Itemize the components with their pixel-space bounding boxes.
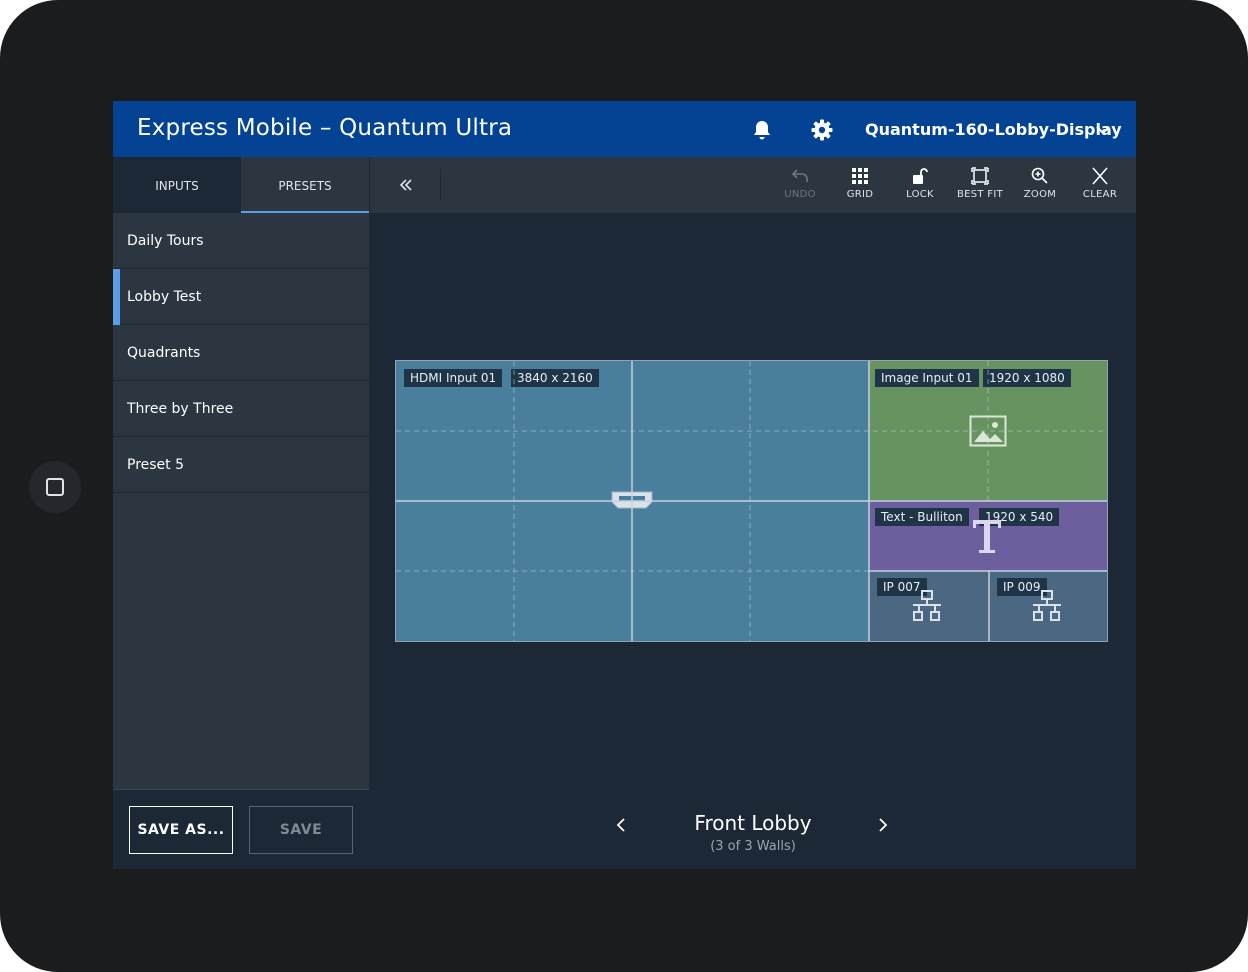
- image-icon: [969, 415, 1007, 447]
- toolbar: UNDO GRID LOCK: [370, 157, 1136, 213]
- save-as-button[interactable]: SAVE AS...: [129, 806, 233, 854]
- app-header: Express Mobile – Quantum Ultra Quantum-1…: [113, 101, 1136, 157]
- window-hdmi-input[interactable]: HDMI Input 01 3840 x 2160: [396, 361, 869, 641]
- preset-item-preset-5[interactable]: Preset 5: [113, 437, 369, 493]
- undo-icon: [791, 169, 808, 182]
- tab-presets[interactable]: PRESETS: [241, 157, 369, 213]
- window-resolution-label: 3840 x 2160: [511, 369, 599, 387]
- lock-icon: [913, 168, 928, 184]
- preset-list: Daily Tours Lobby Test Quadrants Three b…: [113, 213, 369, 493]
- save-button[interactable]: SAVE: [249, 806, 353, 854]
- wall-navigator: Front Lobby (3 of 3 Walls): [370, 801, 1136, 869]
- undo-label: UNDO: [784, 189, 816, 200]
- network-icon: [913, 590, 941, 621]
- window-name-label: Image Input 01: [875, 369, 979, 387]
- chevron-right-icon[interactable]: [876, 817, 890, 833]
- network-icon: [1033, 590, 1061, 621]
- window-ip-007[interactable]: IP 007: [869, 571, 989, 641]
- preset-item-daily-tours[interactable]: Daily Tours: [113, 213, 369, 269]
- display-selector[interactable]: Quantum-160-Lobby-Display: [865, 120, 1122, 139]
- undo-button[interactable]: UNDO: [770, 167, 830, 207]
- wall-count: (3 of 3 Walls): [710, 839, 796, 854]
- wall-name: Front Lobby: [694, 811, 812, 835]
- video-wall-canvas[interactable]: HDMI Input 01 3840 x 2160 Image Input 01…: [395, 360, 1108, 642]
- window-resolution-label: 1920 x 1080: [983, 369, 1071, 387]
- best-fit-icon: [971, 167, 989, 185]
- text-icon: [973, 520, 1001, 553]
- grid-label: GRID: [846, 189, 874, 200]
- bell-icon[interactable]: [751, 119, 773, 141]
- tab-inputs[interactable]: INPUTS: [155, 179, 199, 193]
- gear-icon[interactable]: [811, 119, 833, 141]
- preset-item-three-by-three[interactable]: Three by Three: [113, 381, 369, 437]
- sidebar: INPUTS PRESETS Daily Tours Lobby Test Qu…: [113, 157, 369, 869]
- grid-button[interactable]: GRID: [830, 167, 890, 207]
- preset-item-lobby-test[interactable]: Lobby Test: [113, 269, 369, 325]
- window-name-label: IP 007: [877, 578, 927, 596]
- chevron-down-icon[interactable]: [1095, 124, 1111, 136]
- window-ip-009[interactable]: IP 009: [989, 571, 1107, 641]
- window-text-bulliton[interactable]: Text - Bulliton 1920 x 540: [869, 501, 1107, 571]
- lock-button[interactable]: LOCK: [890, 167, 950, 207]
- best-fit-label: BEST FIT: [956, 189, 1004, 200]
- home-button[interactable]: [29, 461, 81, 513]
- lock-label: LOCK: [906, 189, 934, 200]
- window-name-label: HDMI Input 01: [404, 369, 503, 387]
- toolbar-divider: [440, 169, 441, 201]
- zoom-button[interactable]: ZOOM: [1010, 167, 1070, 207]
- preset-item-quadrants[interactable]: Quadrants: [113, 325, 369, 381]
- sidebar-tabs: INPUTS PRESETS: [113, 157, 369, 213]
- app-title: Express Mobile – Quantum Ultra: [137, 115, 513, 141]
- sidebar-footer: SAVE AS... SAVE: [113, 789, 369, 869]
- grid-icon: [852, 168, 868, 184]
- window-image-input[interactable]: Image Input 01 1920 x 1080: [869, 361, 1107, 501]
- clear-label: CLEAR: [1082, 189, 1118, 200]
- window-name-label: Text - Bulliton: [875, 508, 969, 526]
- zoom-icon: [1031, 167, 1048, 184]
- chevron-left-icon[interactable]: [614, 817, 628, 833]
- clear-button[interactable]: CLEAR: [1070, 167, 1130, 207]
- double-chevron-left-icon[interactable]: [398, 177, 414, 193]
- zoom-label: ZOOM: [1023, 189, 1057, 200]
- app-screen: Express Mobile – Quantum Ultra Quantum-1…: [113, 101, 1136, 869]
- home-square-icon: [46, 478, 64, 496]
- close-icon: [1092, 167, 1108, 185]
- best-fit-button[interactable]: BEST FIT: [950, 167, 1010, 207]
- hdmi-icon: [611, 491, 653, 509]
- window-name-label: IP 009: [997, 578, 1047, 596]
